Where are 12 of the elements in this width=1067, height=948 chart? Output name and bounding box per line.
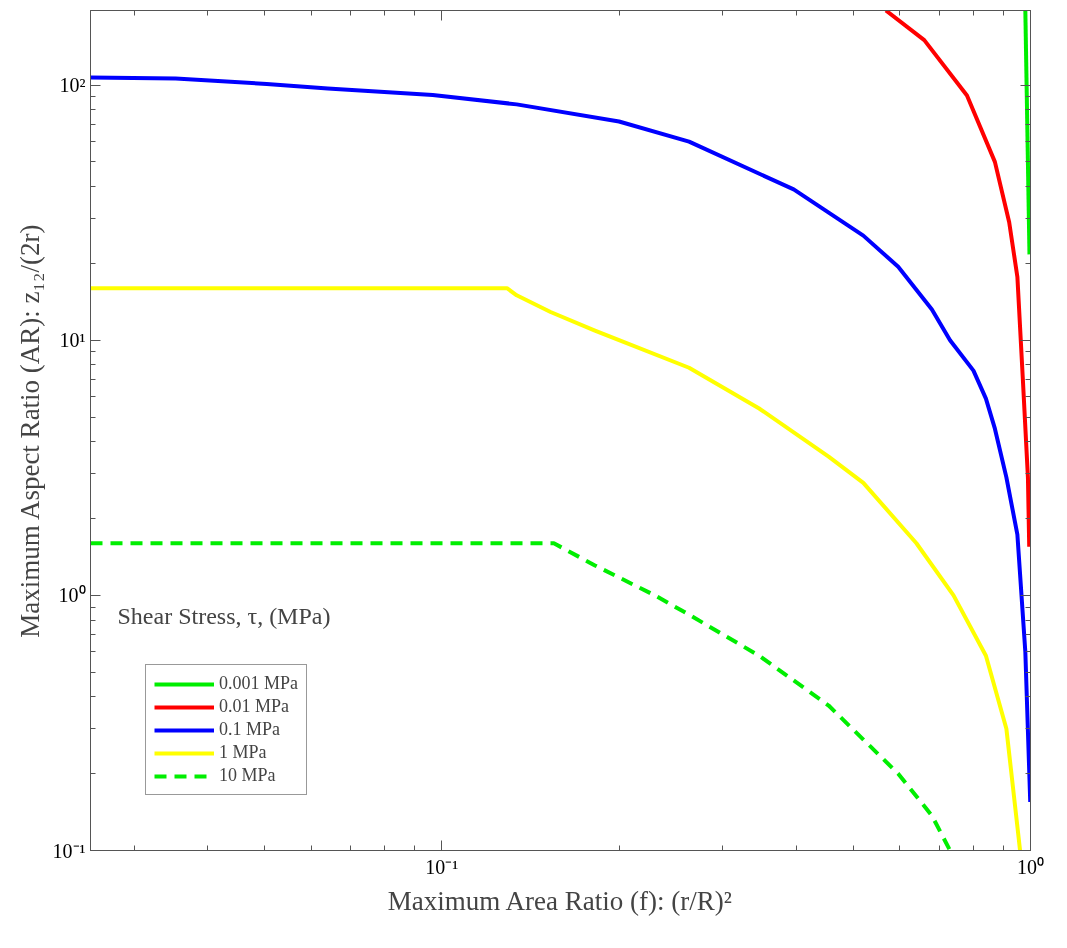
legend-label: 0.1 MPa: [219, 719, 281, 740]
y-tick-label: 10⁻¹: [52, 839, 86, 862]
y-axis-title: Maximum Aspect Ratio (AR): z₁₂/(2r): [14, 224, 45, 638]
legend-title: Shear Stress, τ, (MPa): [117, 602, 331, 629]
x-axis-title: Maximum Area Ratio (f): (r/R)²: [387, 885, 732, 916]
y-tick-label: 10¹: [59, 329, 86, 352]
legend-label: 0.001 MPa: [219, 673, 299, 694]
y-tick-label: 10⁰: [58, 584, 86, 607]
legend-label: 0.01 MPa: [219, 696, 290, 717]
y-tick-label: 10²: [59, 74, 86, 97]
legend-label: 10 MPa: [219, 765, 276, 786]
legend-label: 1 MPa: [219, 742, 267, 763]
